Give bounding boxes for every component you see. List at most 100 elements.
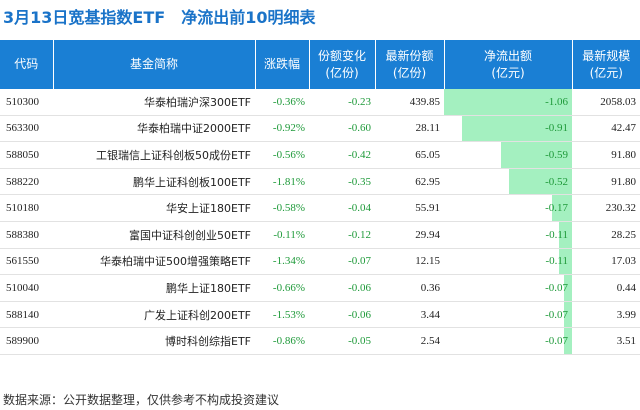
- cell-shares: 439.85: [375, 89, 444, 116]
- cell-fund-name: 鹏华上证科创板100ETF: [53, 168, 255, 196]
- outflow-value: -1.06: [545, 95, 568, 108]
- outflow-bar: [558, 221, 572, 248]
- cell-change: -1.81%: [255, 168, 309, 196]
- cell-outflow: -1.06: [444, 89, 572, 116]
- cell-fund-name: 华泰柏瑞中证500增强策略ETF: [53, 248, 255, 276]
- header-shares: 最新份额 (亿份): [375, 40, 445, 89]
- outflow-bar: [500, 142, 572, 168]
- cell-code: 588140: [0, 301, 53, 329]
- cell-scale: 0.44: [572, 274, 640, 302]
- cell-shares: 2.54: [375, 327, 444, 355]
- table-row: 510300 华泰柏瑞沪深300ETF -0.36% -0.23 439.85 -1.06…: [0, 89, 640, 116]
- cell-outflow: -0.07: [444, 327, 572, 355]
- cell-fund-name: 广发上证科创200ETF: [53, 301, 255, 329]
- cell-share-change: -0.35: [309, 168, 375, 196]
- table-row: 589900 博时科创综指ETF -0.86% -0.05 2.54 -0.07 3.51: [0, 327, 640, 355]
- table-row: 588380 富国中证科创创业50ETF -0.11% -0.12 29.94 -0.11…: [0, 221, 640, 249]
- table-row: 588140 广发上证科创200ETF -1.53% -0.06 3.44 -0.07 3.…: [0, 301, 640, 329]
- cell-shares: 0.36: [375, 274, 444, 302]
- header-scale-line: (亿元): [589, 65, 623, 80]
- table-row: 563300 华泰柏瑞中证2000ETF -0.92% -0.60 28.11 -0.91…: [0, 115, 640, 143]
- cell-scale: 42.47: [572, 115, 640, 143]
- cell-outflow: -0.11: [444, 248, 572, 276]
- header-fund-name: 基金简称: [53, 40, 256, 89]
- cell-code: 510180: [0, 194, 53, 222]
- cell-shares: 28.11: [375, 115, 444, 143]
- cell-code: 510300: [0, 89, 53, 116]
- cell-fund-name: 华泰柏瑞沪深300ETF: [53, 89, 255, 116]
- cell-shares: 62.95: [375, 168, 444, 196]
- cell-outflow: -0.07: [444, 301, 572, 329]
- cell-code: 588220: [0, 168, 53, 196]
- cell-change: -0.36%: [255, 89, 309, 116]
- cell-shares: 65.05: [375, 141, 444, 169]
- outflow-value: -0.07: [545, 335, 568, 348]
- cell-fund-name: 华泰柏瑞中证2000ETF: [53, 115, 255, 143]
- cell-share-change: -0.42: [309, 141, 375, 169]
- table-row: 588050 工银瑞信上证科创板50成份ETF -0.56% -0.42 65.05 -0…: [0, 141, 640, 169]
- header-outflow-line: (亿元): [491, 65, 525, 80]
- cell-fund-name: 鹏华上证180ETF: [53, 274, 255, 302]
- cell-scale: 91.80: [572, 168, 640, 196]
- outflow-bar: [551, 195, 572, 221]
- cell-outflow: -0.17: [444, 194, 572, 222]
- header-code-line: 代码: [14, 57, 39, 71]
- outflow-bar: [509, 168, 572, 194]
- etf-outflow-table: 代码 基金简称 涨跌幅 份额变化 (亿份) 最新份额 (亿份) 净流出额 (亿元) 最新规模 (亿元…: [0, 40, 640, 355]
- table-row: 510180 华安上证180ETF -0.58% -0.04 55.91 -0.17 230…: [0, 194, 640, 222]
- cell-scale: 3.51: [572, 327, 640, 355]
- cell-outflow: -0.11: [444, 221, 572, 249]
- page-title: 3月13日宽基指数ETF 净流出前10明细表: [3, 3, 315, 33]
- header-outflow-line: 净流出额: [483, 48, 532, 63]
- cell-shares: 12.15: [375, 248, 444, 276]
- header-share-change: 份额变化 (亿份): [309, 40, 376, 89]
- cell-scale: 17.03: [572, 248, 640, 276]
- cell-share-change: -0.04: [309, 194, 375, 222]
- header-scale-line: 最新规模: [582, 48, 631, 63]
- outflow-bar: [563, 301, 572, 327]
- cell-change: -1.34%: [255, 248, 309, 276]
- outflow-value: -0.91: [545, 122, 568, 135]
- header-shares-line: (亿份): [392, 65, 427, 80]
- cell-fund-name: 富国中证科创创业50ETF: [53, 221, 255, 249]
- header-outflow: 净流出额 (亿元): [444, 40, 573, 89]
- header-share-change-line: (亿份): [325, 65, 359, 80]
- cell-scale: 3.99: [572, 301, 640, 329]
- cell-code: 563300: [0, 115, 53, 143]
- cell-scale: 230.32: [572, 194, 640, 222]
- cell-outflow: -0.59: [444, 141, 572, 169]
- cell-shares: 55.91: [375, 194, 444, 222]
- cell-shares: 29.94: [375, 221, 444, 249]
- cell-code: 510040: [0, 274, 53, 302]
- cell-outflow: -0.52: [444, 168, 572, 196]
- cell-change: -0.58%: [255, 194, 309, 222]
- cell-share-change: -0.60: [309, 115, 375, 143]
- outflow-value: -0.11: [545, 255, 568, 268]
- table-row: 561550 华泰柏瑞中证500增强策略ETF -1.34% -0.07 12.15 -0…: [0, 248, 640, 276]
- outflow-value: -0.07: [545, 308, 568, 321]
- cell-share-change: -0.07: [309, 248, 375, 276]
- cell-scale: 91.80: [572, 141, 640, 169]
- cell-outflow: -0.07: [444, 274, 572, 302]
- cell-shares: 3.44: [375, 301, 444, 329]
- cell-share-change: -0.06: [309, 301, 375, 329]
- cell-change: -1.53%: [255, 301, 309, 329]
- cell-outflow: -0.91: [444, 115, 572, 143]
- cell-code: 589900: [0, 327, 53, 355]
- cell-share-change: -0.06: [309, 274, 375, 302]
- cell-fund-name: 博时科创综指ETF: [53, 327, 255, 355]
- cell-code: 561550: [0, 248, 53, 276]
- outflow-value: -0.07: [545, 281, 568, 294]
- data-source-note: 数据来源：公开数据整理，仅供参考不构成投资建议: [3, 393, 280, 407]
- table-row: 510040 鹏华上证180ETF -0.66% -0.06 0.36 -0.07 0.44: [0, 274, 640, 302]
- outflow-value: -0.11: [545, 228, 568, 241]
- table-header-row: 代码 基金简称 涨跌幅 份额变化 (亿份) 最新份额 (亿份) 净流出额 (亿元) 最新规模 (亿元…: [0, 40, 640, 89]
- header-change: 涨跌幅: [255, 40, 310, 89]
- cell-change: -0.92%: [255, 115, 309, 143]
- cell-change: -0.66%: [255, 274, 309, 302]
- cell-share-change: -0.23: [309, 89, 375, 116]
- cell-code: 588380: [0, 221, 53, 249]
- header-code: 代码: [0, 40, 54, 89]
- cell-change: -0.56%: [255, 141, 309, 169]
- cell-change: -0.11%: [255, 221, 309, 249]
